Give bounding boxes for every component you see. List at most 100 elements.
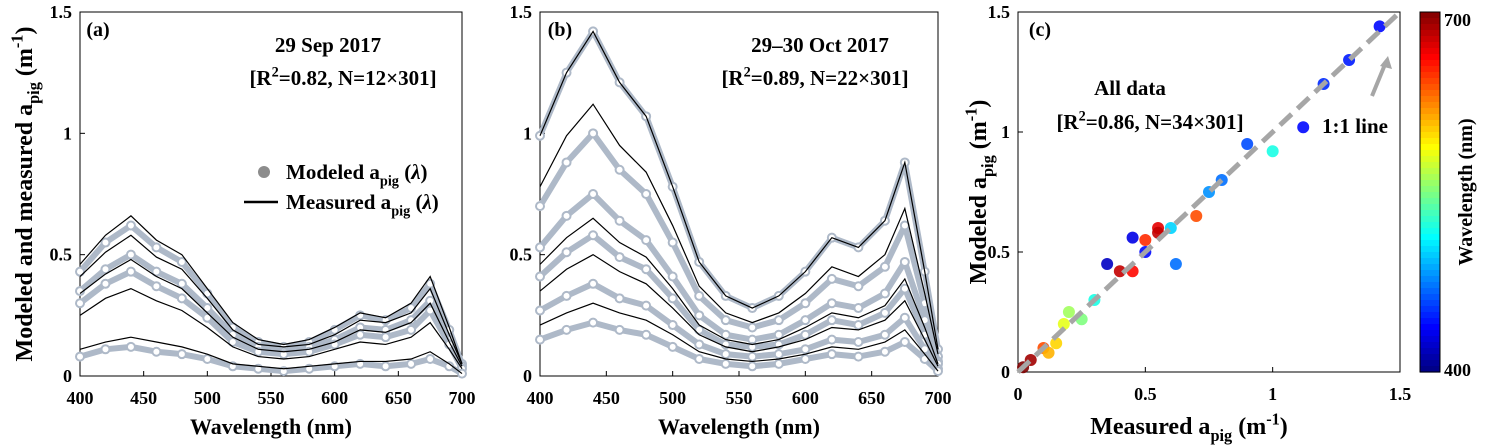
modeled-point xyxy=(425,354,436,365)
colorbar-swatch xyxy=(1420,270,1440,277)
x-tick-label: 700 xyxy=(449,388,476,408)
modeled-point xyxy=(406,324,417,335)
scatter-point xyxy=(1241,138,1254,150)
colorbar-swatch xyxy=(1420,36,1440,43)
text-part: -1 xyxy=(1266,409,1280,428)
modeled-point xyxy=(125,341,136,352)
modeled-point xyxy=(614,252,625,263)
modeled-point xyxy=(667,271,678,282)
modeled-point xyxy=(919,354,930,365)
text-part: (m xyxy=(966,121,992,155)
modeled-point xyxy=(75,351,85,362)
x-axis-label: Measured apig (m-1) xyxy=(1090,409,1288,445)
panel-title: 29 Sep 2017 xyxy=(275,33,381,57)
colorbar-swatch xyxy=(1420,294,1440,301)
modeled-point xyxy=(380,361,391,372)
text-part: [R xyxy=(249,66,272,90)
colorbar-swatch xyxy=(1420,234,1440,241)
modeled-point xyxy=(667,237,678,248)
modeled-point xyxy=(176,349,187,360)
scatter-point xyxy=(1266,145,1279,158)
colorbar-swatch xyxy=(1420,138,1440,145)
modeled-point xyxy=(826,334,837,345)
text-part: ) xyxy=(432,190,439,214)
modeled-point xyxy=(278,366,289,377)
colorbar-swatch xyxy=(1420,276,1440,283)
modeled-point xyxy=(406,315,417,326)
colorbar-swatch xyxy=(1420,126,1440,133)
text-part: pig xyxy=(24,82,43,104)
modeled-point xyxy=(879,329,890,340)
modeled-point xyxy=(800,315,811,326)
modeled-point xyxy=(614,164,625,175)
measured-line xyxy=(79,287,463,370)
modeled-point xyxy=(100,264,111,275)
text-part: Measured a xyxy=(286,190,392,214)
modeled-band xyxy=(77,222,465,365)
modeled-point xyxy=(800,354,811,365)
text-part: -1 xyxy=(7,35,26,49)
text-part: pig xyxy=(391,203,410,219)
colorbar-swatch xyxy=(1420,102,1440,109)
modeled-point xyxy=(561,324,572,335)
modeled-point xyxy=(425,295,436,306)
modeled-point xyxy=(826,273,837,284)
y-tick-label: 1 xyxy=(523,123,532,143)
arrow xyxy=(1370,61,1388,97)
colorbar-swatch xyxy=(1420,330,1440,337)
y-tick-label: 0 xyxy=(523,366,532,386)
modeled-point xyxy=(406,358,417,369)
colorbar-swatch xyxy=(1420,300,1440,307)
x-tick-label: 450 xyxy=(130,388,157,408)
legend-label: Measured apig (λ) xyxy=(286,190,439,219)
modeled-point xyxy=(202,288,213,299)
colorbar-swatch xyxy=(1420,192,1440,199)
modeled-point xyxy=(853,281,864,292)
modeled-point xyxy=(853,303,864,314)
colorbar-swatch xyxy=(1420,336,1440,343)
colorbar-label: Wavelength (nm) xyxy=(1455,118,1477,265)
colorbar-swatch xyxy=(1420,246,1440,253)
modeled-point xyxy=(667,320,678,331)
colorbar-swatch xyxy=(1420,24,1440,31)
text-part: pig xyxy=(380,173,399,189)
modeled-point xyxy=(773,358,784,369)
scatter-point xyxy=(1101,258,1114,270)
text-part: All data xyxy=(1094,76,1166,100)
x-tick-label: 700 xyxy=(925,388,952,408)
text-part: Modeled a xyxy=(966,177,992,284)
text-part: λ xyxy=(421,190,431,214)
modeled-point xyxy=(535,242,545,253)
x-tick-label: 500 xyxy=(194,388,221,408)
colorbar-swatch xyxy=(1420,366,1440,373)
x-axis-label: Wavelength (nm) xyxy=(190,414,352,439)
modeled-point xyxy=(535,271,545,282)
colorbar-swatch xyxy=(1420,144,1440,151)
modeled-point xyxy=(151,266,162,277)
annotation: All data xyxy=(1094,76,1166,100)
x-tick-label: 400 xyxy=(527,388,554,408)
modeled-point xyxy=(720,329,731,340)
modeled-point xyxy=(747,341,758,352)
modeled-point xyxy=(641,264,652,275)
colorbar-swatch xyxy=(1420,288,1440,295)
y-tick-label: 1.5 xyxy=(510,2,533,22)
colorbar-tick-label: 700 xyxy=(1444,10,1471,30)
x-tick-label: 550 xyxy=(726,388,753,408)
legend-marker xyxy=(258,166,270,178)
modeled-point xyxy=(694,339,705,350)
text-part: λ xyxy=(410,160,420,184)
x-tick-label: 400 xyxy=(67,388,94,408)
colorbar-swatch xyxy=(1420,66,1440,73)
modeled-point xyxy=(75,298,85,309)
x-tick-label: 600 xyxy=(321,388,348,408)
modeled-point xyxy=(588,317,599,328)
scatter-point xyxy=(1057,318,1070,330)
modeled-point xyxy=(151,281,162,292)
modeled-point xyxy=(535,305,545,316)
colorbar-swatch xyxy=(1420,354,1440,361)
scatter-point xyxy=(1373,20,1386,33)
colorbar-swatch xyxy=(1420,282,1440,289)
colorbar-swatch xyxy=(1420,54,1440,61)
colorbar-tick-label: 400 xyxy=(1444,360,1471,380)
